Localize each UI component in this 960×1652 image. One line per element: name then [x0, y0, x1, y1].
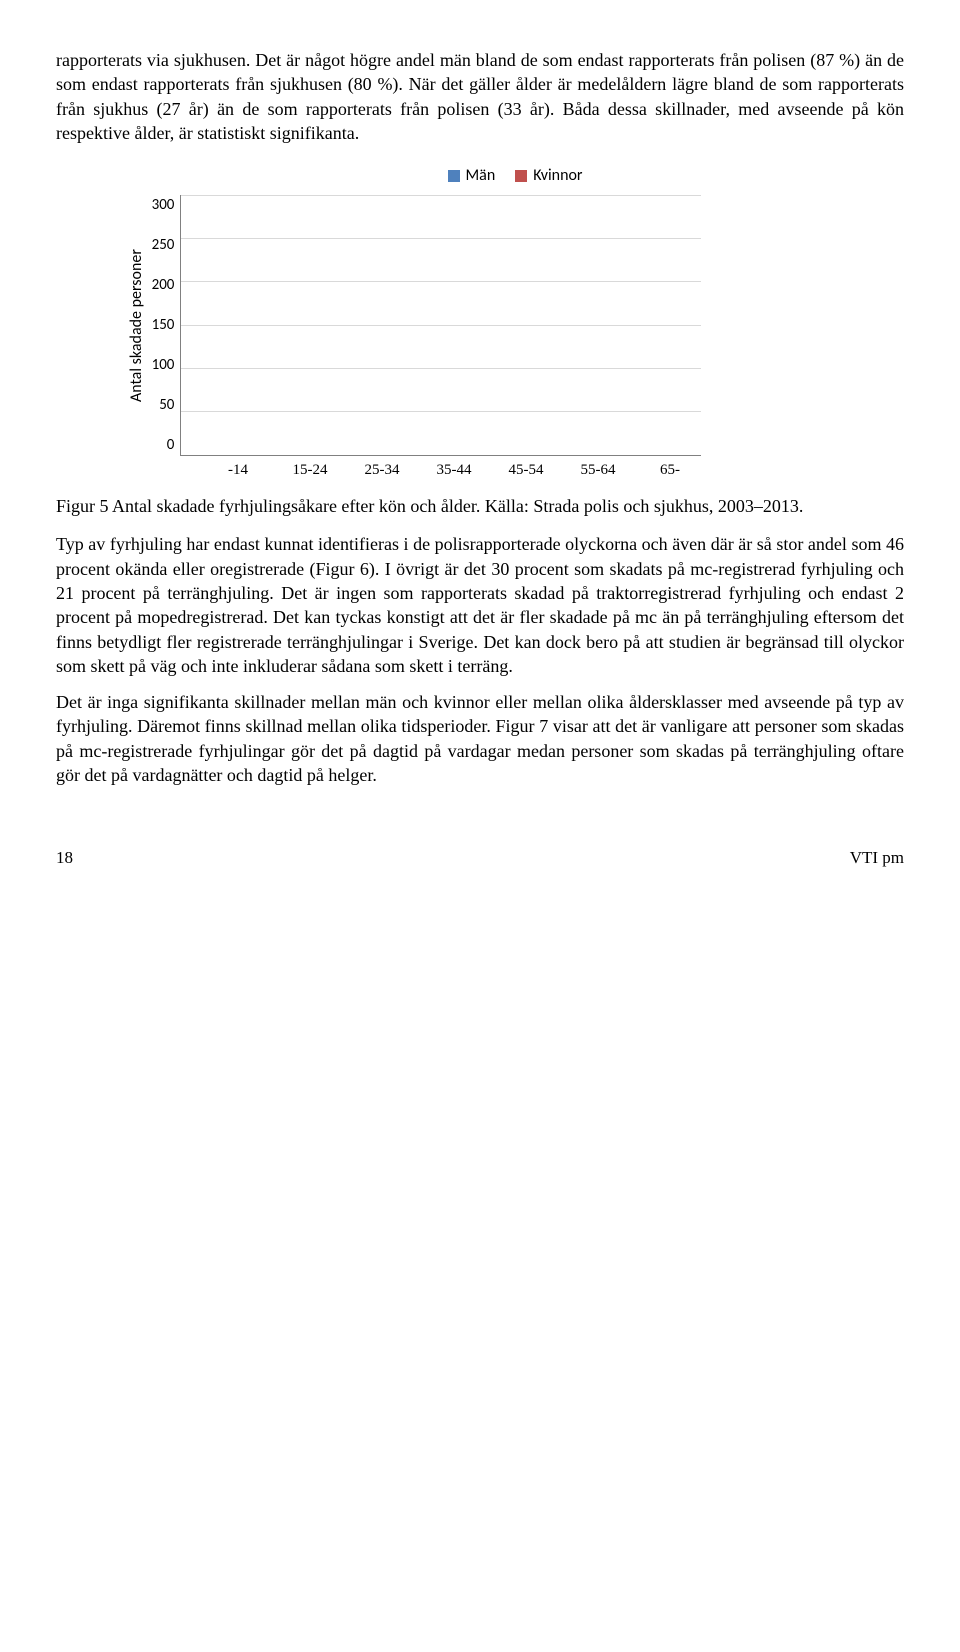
x-label: -14	[202, 460, 274, 480]
legend-label-men: Män	[466, 165, 496, 187]
legend-label-women: Kvinnor	[533, 165, 582, 187]
y-tick: 100	[152, 355, 175, 375]
x-label: 15-24	[274, 460, 346, 480]
gridline	[181, 325, 701, 326]
figure-5-caption: Figur 5 Antal skadade fyrhjulingsåkare e…	[56, 494, 904, 518]
gridline	[181, 195, 701, 196]
legend-item-women: Kvinnor	[515, 165, 582, 187]
chart-plot-area	[180, 195, 701, 456]
y-tick: 0	[152, 435, 175, 455]
legend-item-men: Män	[448, 165, 496, 187]
x-label: 55-64	[562, 460, 634, 480]
y-tick: 50	[152, 395, 175, 415]
gridline	[181, 281, 701, 282]
chart-legend: Män Kvinnor	[126, 165, 904, 187]
y-tick: 300	[152, 195, 175, 215]
y-tick: 150	[152, 315, 175, 335]
gridline	[181, 238, 701, 239]
footer-source: VTI pm	[850, 847, 904, 870]
page-number: 18	[56, 847, 73, 870]
gridline	[181, 411, 701, 412]
legend-swatch-women	[515, 170, 527, 182]
legend-swatch-men	[448, 170, 460, 182]
gridline	[181, 368, 701, 369]
y-tick: 250	[152, 235, 175, 255]
x-label: 45-54	[490, 460, 562, 480]
chart-x-labels: -1415-2425-3435-4445-5455-6465-	[194, 456, 714, 480]
page-footer: 18 VTI pm	[56, 847, 904, 870]
figure-5-chart: Män Kvinnor Antal skadade personer 300 25…	[126, 165, 904, 480]
chart-y-ticks: 300 250 200 150 100 50 0	[152, 195, 181, 455]
paragraph-2: Typ av fyrhjuling har endast kunnat iden…	[56, 532, 904, 678]
paragraph-3: Det är inga signifikanta skillnader mell…	[56, 690, 904, 787]
y-tick: 200	[152, 275, 175, 295]
x-label: 65-	[634, 460, 706, 480]
x-label: 25-34	[346, 460, 418, 480]
paragraph-1: rapporterats via sjukhusen. Det är något…	[56, 48, 904, 145]
chart-y-axis-label: Antal skadade personer	[126, 195, 148, 456]
x-label: 35-44	[418, 460, 490, 480]
